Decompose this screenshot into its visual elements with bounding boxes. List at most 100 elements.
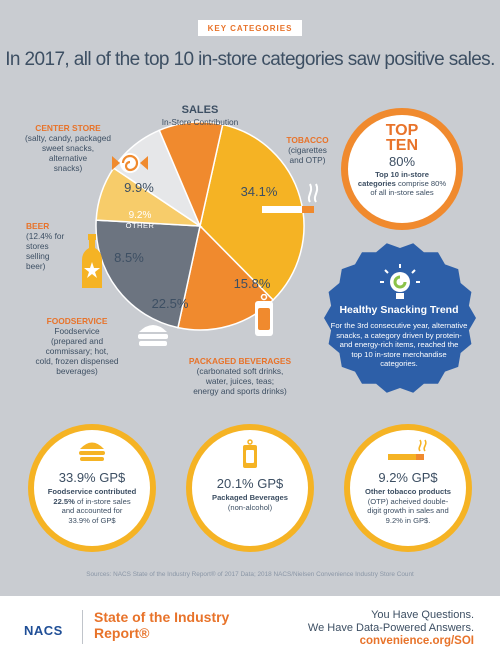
foodservice-line: cold, frozen dispensed <box>35 356 119 366</box>
other-value: 9.2% <box>128 210 152 221</box>
footer <box>0 596 500 653</box>
tobacco-line: (cigarettes <box>288 145 327 155</box>
foodservice-gp-line-1: and accounted for <box>61 506 123 515</box>
packaged-beverages-gp-inner: 20.1% GP$ Packaged Beverages (non-alcoho… <box>192 430 308 546</box>
top-ten-bold-2: categories <box>357 179 396 188</box>
foodservice-gp-bold: Foodservice contributed <box>47 487 137 496</box>
slice-label-beer: 8.5% <box>114 250 144 265</box>
healthy-line: snacks, a category driven by protein- <box>336 330 462 340</box>
report-title-line-2: Report® <box>94 625 150 641</box>
packaged-beverages-gp-callout: 20.1% GP$ Packaged Beverages (non-alcoho… <box>186 424 314 552</box>
soda-can-icon <box>255 294 273 336</box>
beer-line: stores <box>26 241 49 251</box>
chart-subtitle: In-Store Contribution <box>161 117 239 127</box>
top-ten-title-2: TEN <box>386 137 418 154</box>
soda-can-icon <box>243 439 257 468</box>
healthy-line: categories. <box>380 359 418 368</box>
beer-bottle-icon <box>82 234 102 288</box>
beer-line: (12.4% for <box>26 231 65 241</box>
cigarette-icon <box>388 439 427 460</box>
lightbulb-icon <box>380 264 420 299</box>
other-label: OTHER <box>125 221 155 230</box>
pie-slice-foodservice <box>95 219 201 329</box>
tagline-2: We Have Data-Powered Answers. <box>307 622 474 634</box>
chart-title: SALES <box>181 104 219 116</box>
healthy-line: and energy-rich items, reached the <box>339 340 459 349</box>
report-title[interactable]: State of the Industry Report® <box>94 609 229 641</box>
foodservice-line: (prepared and <box>50 336 104 346</box>
foodservice-gp-share: 22.5% <box>53 496 75 506</box>
top-ten-title-1: TOP <box>385 122 419 139</box>
packaged-beverages-label: PACKAGED BEVERAGES (carbonated soft drin… <box>175 356 305 396</box>
beer-line: selling <box>26 251 50 261</box>
packaged-beverages-line: (carbonated soft drinks, <box>196 366 284 376</box>
foodservice-gp-text: Foodservice contributed 22.5% of in-stor… <box>34 487 150 525</box>
beer-label: BEER (12.4% for stores selling beer) <box>26 221 78 271</box>
top-ten-value: 80% <box>388 154 416 169</box>
top-ten-text-3: of all in-store sales <box>370 188 434 197</box>
healthy-snacking-text: Healthy Snacking Trend For the 3rd conse… <box>314 304 484 369</box>
healthy-snacking-body: For the 3rd consecutive year, alternativ… <box>314 321 484 369</box>
top-ten-callout: TOP TEN 80% Top 10 in-store categories c… <box>341 108 463 230</box>
packaged-beverages-gp-value: 20.1% GP$ <box>216 476 284 491</box>
report-url-link[interactable]: convenience.org/SOI <box>359 635 474 647</box>
burger-icon <box>79 442 105 461</box>
top-ten-text-2: comprise 80% <box>395 179 447 188</box>
healthy-line: For the 3rd consecutive year, alternativ… <box>330 321 468 330</box>
beer-line: beer) <box>26 261 46 271</box>
tobacco-gp-line: (OTP) acheived double- <box>367 496 449 506</box>
packaged-beverages-gp-bold: Packaged Beverages <box>212 493 288 502</box>
foodservice-line: beverages) <box>56 366 98 376</box>
packaged-beverages-heading: PACKAGED BEVERAGES <box>188 356 292 366</box>
badge-shape <box>324 243 476 393</box>
tobacco-label: TOBACCO (cigarettes and OTP) <box>270 135 345 165</box>
pie-slice-tobacco <box>199 123 305 302</box>
burger-icon <box>138 325 168 346</box>
footer-divider <box>82 610 83 644</box>
packaged-beverages-line: energy and sports drinks) <box>193 386 287 396</box>
healthy-snacking-badge <box>324 243 476 393</box>
key-categories-label: KEY CATEGORIES <box>207 23 293 33</box>
top-ten-inner: TOP TEN 80% Top 10 in-store categories c… <box>348 115 456 223</box>
foodservice-gp-value: 33.9% GP$ <box>58 470 126 485</box>
packaged-beverages-gp-text: Packaged Beverages (non-alcohol) <box>192 493 308 512</box>
footer-tagline: You Have Questions. We Have Data-Powered… <box>308 609 474 648</box>
foodservice-line: Foodservice <box>54 326 100 336</box>
tobacco-gp-bold: Other tobacco products <box>364 487 452 496</box>
foodservice-heading: FOODSERVICE <box>46 316 108 326</box>
slice-label-tobacco: 34.1% <box>240 184 278 199</box>
foodservice-gp-line-0: of in-store sales <box>74 496 131 506</box>
foodservice-gp-line-2: 33.9% of GP$ <box>68 515 116 525</box>
tobacco-gp-value: 9.2% GP$ <box>378 470 438 485</box>
tobacco-gp-inner: 9.2% GP$ Other tobacco products (OTP) ac… <box>350 430 466 546</box>
sales-pie-chart <box>95 121 305 331</box>
tagline-1: You Have Questions. <box>371 609 474 621</box>
tobacco-gp-line: 9.2% in GP$. <box>385 515 431 525</box>
center-store-label: CENTER STORE (salty, candy, packaged swe… <box>18 123 118 173</box>
key-categories-badge: KEY CATEGORIES <box>198 20 302 36</box>
healthy-snacking-title: Healthy Snacking Trend <box>339 304 459 316</box>
headline: In 2017, all of the top 10 in-store cate… <box>5 49 495 70</box>
packaged-beverages-line: water, juices, teas; <box>205 376 275 386</box>
nacs-logo[interactable]: NACS <box>24 623 63 638</box>
center-store-heading: CENTER STORE <box>35 123 101 133</box>
cigarette-icon <box>262 183 319 213</box>
center-store-line: alternative <box>48 153 88 163</box>
sources-note: Sources: NACS State of the Industry Repo… <box>86 571 414 578</box>
tobacco-heading: TOBACCO <box>286 135 329 145</box>
center-store-line: snacks) <box>53 163 83 173</box>
beer-heading: BEER <box>26 221 50 231</box>
slice-label-center-store: 9.9% <box>124 180 154 195</box>
candy-icon <box>112 153 148 173</box>
center-store-line: (salty, candy, packaged <box>25 133 111 143</box>
foodservice-line: commissary; hot, <box>45 346 109 356</box>
healthy-line: top 10 in-store merchandise <box>351 349 447 359</box>
foodservice-gp-inner: 33.9% GP$ Foodservice contributed 22.5% … <box>34 430 150 546</box>
pie-slice-center-store <box>158 121 224 229</box>
tobacco-gp-callout: 9.2% GP$ Other tobacco products (OTP) ac… <box>344 424 472 552</box>
slice-label-foodservice: 22.5% <box>151 296 189 311</box>
slice-label-packaged-beverages: 15.8% <box>233 276 271 291</box>
slice-label-other: 9.2% OTHER <box>110 211 170 231</box>
center-store-line: sweet snacks, <box>41 143 95 153</box>
foodservice-gp-line: 22.5% of in-store sales <box>53 497 130 506</box>
